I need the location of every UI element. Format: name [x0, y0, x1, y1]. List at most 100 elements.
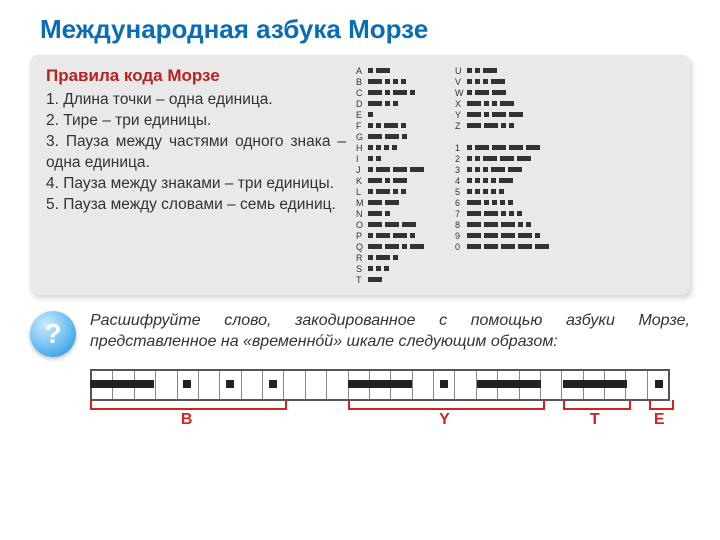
alpha-letter: I [356, 154, 366, 164]
dot-icon [467, 145, 472, 150]
timeline-dot [183, 380, 191, 388]
dash-icon [368, 134, 382, 139]
dash-icon [368, 90, 382, 95]
alpha-row: D [356, 98, 425, 109]
alpha-row: U [455, 65, 550, 76]
dash-icon [467, 101, 481, 106]
alpha-letter: R [356, 253, 366, 263]
dash-icon [467, 222, 481, 227]
answer-letter: Y [439, 411, 450, 429]
alpha-row: 1 [455, 142, 550, 153]
dash-icon [492, 145, 506, 150]
alphabet-col-2: UVWXYZ [455, 65, 550, 131]
alpha-row: 7 [455, 208, 550, 219]
timeline-cell [455, 371, 476, 399]
alpha-row: Y [455, 109, 550, 120]
dash-icon [484, 123, 498, 128]
dash-icon [483, 156, 497, 161]
dot-icon [410, 233, 415, 238]
alpha-row: C [356, 87, 425, 98]
rule-item: 5. Пауза между словами – семь единиц. [46, 195, 346, 216]
alpha-row: F [356, 120, 425, 131]
dot-icon [475, 167, 480, 172]
alpha-row: P [356, 230, 425, 241]
dot-icon [393, 255, 398, 260]
alpha-letter: 4 [455, 176, 465, 186]
dot-icon [467, 90, 472, 95]
dash-icon [467, 123, 481, 128]
question-icon: ? [30, 311, 76, 357]
dash-icon [368, 244, 382, 249]
alpha-letter: 6 [455, 198, 465, 208]
question-row: ? Расшифруйте слово, закодированное с по… [30, 311, 690, 357]
dash-icon [484, 222, 498, 227]
dot-icon [475, 178, 480, 183]
dot-icon [483, 79, 488, 84]
dot-icon [475, 189, 480, 194]
dash-icon [376, 255, 390, 260]
dot-icon [483, 167, 488, 172]
alpha-row: X [455, 98, 550, 109]
dash-icon [368, 222, 382, 227]
timeline-dot [655, 380, 663, 388]
dot-icon [402, 244, 407, 249]
timeline-cell [242, 371, 263, 399]
alpha-row: K [356, 175, 425, 186]
alpha-letter: H [356, 143, 366, 153]
alphabet-chart: ABCDEFGHIJKLMNOPQRST UVWXYZ 1234567890 [346, 65, 674, 285]
dot-icon [499, 189, 504, 194]
timeline-cell [284, 371, 305, 399]
alpha-letter: 2 [455, 154, 465, 164]
dash-icon [509, 112, 523, 117]
rules-column: Правила кода Морзе 1. Длина точки – одна… [46, 65, 346, 285]
dot-icon [484, 101, 489, 106]
rules-heading: Правила кода Морзе [46, 65, 346, 88]
dot-icon [484, 112, 489, 117]
dot-icon [368, 145, 373, 150]
alpha-row: R [356, 252, 425, 263]
alpha-letter: Y [455, 110, 465, 120]
alphabet-col-right: UVWXYZ 1234567890 [455, 65, 550, 285]
dot-icon [376, 266, 381, 271]
dot-icon [384, 266, 389, 271]
alpha-letter: K [356, 176, 366, 186]
alphabet-col-1: ABCDEFGHIJKLMNOPQRST [356, 65, 425, 285]
alpha-letter: C [356, 88, 366, 98]
alpha-row: 8 [455, 219, 550, 230]
bracket [90, 400, 287, 410]
dash-icon [393, 90, 407, 95]
dash-icon [376, 189, 390, 194]
dash-icon [501, 244, 515, 249]
dash-icon [368, 200, 382, 205]
dash-icon [499, 178, 513, 183]
dash-icon [384, 123, 398, 128]
dot-icon [368, 255, 373, 260]
rule-item: 4. Пауза между знаками – три единицы. [46, 174, 346, 195]
dot-icon [509, 123, 514, 128]
alpha-letter: D [356, 99, 366, 109]
alpha-row: V [455, 76, 550, 87]
dot-icon [392, 145, 397, 150]
dash-icon [491, 167, 505, 172]
alpha-row: 5 [455, 186, 550, 197]
dash-icon [509, 145, 523, 150]
alpha-letter: U [455, 66, 465, 76]
dot-icon [368, 68, 373, 73]
alpha-letter: T [356, 275, 366, 285]
dash-icon [393, 178, 407, 183]
alpha-row: 3 [455, 164, 550, 175]
dot-icon [501, 123, 506, 128]
bracket [348, 400, 545, 410]
timeline-dash [477, 380, 541, 388]
dot-icon [483, 178, 488, 183]
dash-icon [518, 244, 532, 249]
bracket [649, 400, 674, 410]
timeline-cell [626, 371, 647, 399]
dash-icon [475, 145, 489, 150]
dot-icon [368, 233, 373, 238]
alpha-letter: 7 [455, 209, 465, 219]
timeline: BYTE [90, 369, 670, 429]
page-title: Международная азбука Морзе [0, 0, 720, 55]
dash-icon [491, 79, 505, 84]
alpha-row: E [356, 109, 425, 120]
